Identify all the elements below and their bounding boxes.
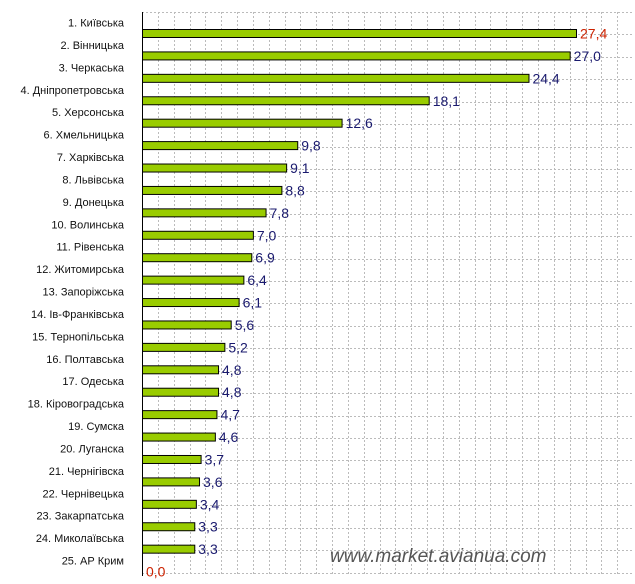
- bar: [142, 522, 196, 532]
- category-label: 4. Дніпропетровська: [21, 85, 125, 97]
- category-label: 11. Рівенська: [56, 242, 125, 254]
- bar: [142, 118, 343, 128]
- value-label: 0,0: [146, 564, 166, 579]
- category-label: 25. АР Крим: [62, 556, 124, 568]
- bar: [142, 51, 571, 61]
- category-label: 21. Чернігівска: [49, 466, 125, 478]
- value-label: 12,6: [346, 115, 373, 131]
- category-label: 23. Закарпатська: [36, 511, 124, 523]
- value-label: 4,8: [222, 384, 242, 400]
- bar: [142, 454, 202, 464]
- value-labels: 27,4 27,0 24,4 18,1 12,6 9,8 9,1 8,8 7,8 7,0 6,9 6,…: [146, 26, 607, 580]
- bar: [142, 298, 240, 308]
- value-label: 6,1: [243, 295, 263, 311]
- bar: [142, 275, 245, 285]
- value-label: 5,6: [235, 317, 255, 333]
- category-label: 8. Львівська: [62, 174, 124, 186]
- category-label: 2. Вінницька: [60, 40, 124, 52]
- category-labels: 1. Київська 2. Вінницька 3. Черкаська 4. Дн…: [21, 18, 125, 568]
- category-label: 7. Харківська: [57, 152, 125, 164]
- value-label: 7,0: [257, 227, 277, 243]
- bar: [142, 230, 254, 240]
- category-label: 13. Запоріжська: [42, 287, 124, 299]
- value-label: 7,8: [270, 205, 290, 221]
- value-label: 4,6: [219, 429, 239, 445]
- category-label: 17. Одеська: [62, 376, 124, 388]
- value-label: 9,8: [301, 138, 321, 154]
- value-label: 4,8: [222, 362, 242, 378]
- bar: [142, 387, 220, 397]
- category-label: 15. Тернопільська: [32, 331, 125, 343]
- bar: [142, 365, 220, 375]
- category-label: 9. Донецька: [63, 197, 125, 209]
- category-label: 18. Кіровоградська: [28, 399, 125, 411]
- value-label: 6,9: [255, 250, 275, 266]
- category-label: 3. Черкаська: [59, 62, 125, 74]
- value-label: 27,4: [580, 26, 607, 42]
- bar: [142, 141, 299, 151]
- value-label: 5,2: [228, 339, 248, 355]
- watermark-text: www.market.avianua.com: [330, 546, 546, 567]
- value-label: 3,6: [203, 474, 223, 490]
- bar: [142, 163, 288, 173]
- category-label: 14. Ів-Франківська: [31, 309, 125, 321]
- value-label: 4,7: [220, 407, 240, 423]
- bar: [142, 185, 283, 195]
- value-label: 3,7: [205, 451, 225, 467]
- category-label: 12. Житомирська: [36, 264, 125, 276]
- bar: [142, 29, 577, 38]
- bar: [142, 96, 430, 106]
- bar: [142, 410, 218, 420]
- value-label: 9,1: [290, 160, 310, 176]
- bar: [142, 320, 232, 330]
- bar: [142, 477, 201, 487]
- category-label: 5. Херсонська: [52, 107, 125, 119]
- value-label: 24,4: [532, 70, 559, 86]
- bars: [142, 29, 577, 554]
- value-label: 3,3: [198, 541, 218, 557]
- value-label: 8,8: [285, 182, 305, 198]
- category-label: 16. Полтавська: [46, 354, 125, 366]
- bar: [142, 253, 253, 263]
- category-label: 6. Хмельницька: [44, 130, 125, 142]
- value-label: 18,1: [433, 93, 460, 109]
- bar: [142, 432, 216, 442]
- value-label: 3,3: [198, 519, 218, 535]
- category-label: 20. Луганска: [60, 443, 125, 455]
- bar: [142, 342, 226, 352]
- category-label: 10. Волинська: [51, 219, 124, 231]
- bar: [142, 544, 196, 554]
- value-label: 27,0: [574, 48, 601, 64]
- category-label: 1. Київська: [68, 18, 125, 30]
- value-label: 3,4: [200, 496, 220, 512]
- category-label: 22. Чернівецька: [43, 488, 125, 500]
- bar: [142, 73, 530, 83]
- bar: [142, 208, 267, 218]
- bar: [142, 499, 197, 509]
- category-label: 19. Сумска: [68, 421, 125, 433]
- category-label: 24. Миколаївська: [36, 533, 125, 545]
- value-label: 6,4: [247, 272, 267, 288]
